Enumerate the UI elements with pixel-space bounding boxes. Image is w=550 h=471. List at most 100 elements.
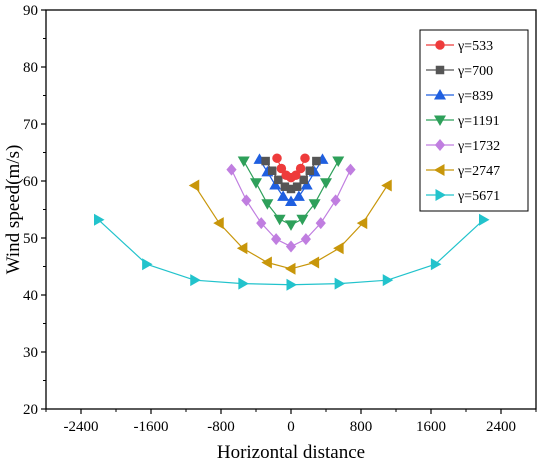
data-point (261, 156, 270, 166)
data-point (479, 213, 490, 226)
x-axis-title: Horizontal distance (217, 442, 365, 463)
data-point (296, 214, 309, 226)
data-point (188, 179, 200, 192)
legend-label: γ=700 (457, 64, 493, 79)
data-point (356, 217, 368, 230)
data-point (238, 277, 249, 290)
legend-marker (435, 65, 445, 75)
data-point (330, 194, 341, 207)
data-point (300, 233, 311, 246)
data-point (382, 274, 394, 287)
data-point (236, 242, 248, 255)
data-point (267, 166, 277, 175)
data-point (250, 178, 262, 189)
data-point (280, 182, 290, 191)
legend-label: γ=5671 (457, 189, 500, 204)
data-point (381, 179, 392, 192)
data-point (305, 166, 315, 175)
legend-label: γ=1732 (457, 139, 500, 154)
data-point (272, 153, 282, 163)
x-tick-label: 800 (350, 419, 373, 435)
data-point (332, 156, 345, 168)
series-4 (237, 156, 345, 231)
legend-label: γ=533 (457, 39, 493, 54)
data-point (261, 199, 274, 210)
y-tick-label: 90 (23, 3, 38, 19)
legend-marker (434, 89, 446, 100)
y-axis-title: Wind speed(m/s) (3, 145, 24, 275)
data-point (285, 195, 297, 207)
x-tick-label: -2400 (64, 419, 99, 435)
data-point (277, 190, 290, 201)
y-tick-label: 40 (23, 288, 38, 304)
data-point (300, 153, 310, 163)
data-point (286, 184, 296, 194)
data-point (430, 258, 442, 271)
data-point (299, 175, 308, 185)
series-7 (94, 213, 490, 291)
data-point (273, 214, 286, 226)
data-point (269, 178, 282, 190)
data-point (334, 277, 346, 290)
legend-marker (434, 164, 445, 176)
data-point (292, 190, 305, 201)
data-point (226, 163, 237, 176)
legend-item: γ=1732 (426, 139, 500, 154)
data-point (256, 217, 267, 230)
data-point (285, 262, 296, 275)
x-tick-label: 2400 (486, 419, 516, 435)
legend-marker (435, 40, 445, 50)
data-point (345, 163, 356, 176)
legend-marker (434, 139, 446, 151)
legend-item: γ=533 (426, 39, 493, 54)
legend-marker (434, 115, 446, 126)
data-point (213, 217, 224, 230)
y-tick-label: 50 (23, 231, 38, 247)
series-6 (188, 179, 392, 275)
x-tick-label: 0 (287, 419, 295, 435)
legend-item: γ=2747 (426, 164, 500, 179)
axes: -2400 -1600 -800 0 800 1600 2400 20 30 40 50 60 70 80… (23, 3, 537, 435)
data-point (271, 233, 282, 246)
data-point (94, 213, 105, 226)
data-point (142, 258, 153, 271)
data-point (285, 220, 297, 231)
legend-item: γ=839 (426, 89, 493, 104)
y-tick-label: 30 (23, 345, 38, 361)
data-point (274, 175, 283, 185)
legend-label: γ=1191 (457, 114, 500, 129)
plot-marks (94, 153, 490, 291)
y-tick-label: 80 (23, 60, 38, 76)
legend: γ=533 γ=700 γ=839 γ=1191 γ=1732 γ=2747 γ=5671 (419, 29, 529, 212)
data-point (333, 242, 344, 255)
data-point (286, 278, 297, 291)
data-point (237, 156, 250, 168)
data-point (292, 182, 302, 191)
data-point (312, 156, 321, 166)
x-tick-label: 1600 (416, 419, 446, 435)
legend-label: γ=839 (457, 89, 493, 104)
data-point (315, 217, 326, 230)
data-point (291, 170, 301, 181)
data-point (276, 163, 287, 174)
legend-label: γ=2747 (457, 164, 500, 179)
series-5 (226, 163, 356, 253)
data-point (308, 199, 321, 210)
data-point (295, 163, 306, 174)
data-point (308, 256, 320, 269)
y-tick-label: 70 (23, 117, 38, 133)
legend-marker (435, 189, 446, 201)
data-point (285, 240, 297, 253)
series-1 (272, 153, 310, 183)
data-point (241, 194, 252, 207)
legend-item: γ=1191 (426, 114, 500, 129)
y-tick-label: 20 (23, 402, 38, 418)
data-point (320, 178, 332, 189)
data-point (261, 256, 272, 269)
x-tick-label: -800 (207, 419, 235, 435)
x-tick-label: -1600 (134, 419, 169, 435)
data-point (190, 274, 201, 287)
y-tick-label: 60 (23, 174, 38, 190)
